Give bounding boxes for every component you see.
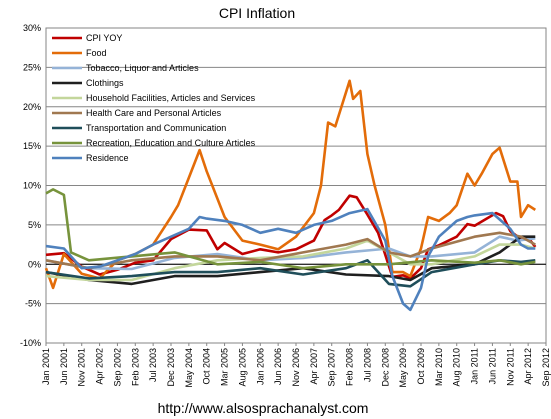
- y-tick-label: 30%: [23, 23, 41, 33]
- x-tick-label: Jan 2006: [255, 348, 265, 385]
- x-tick-label: Nov 2011: [505, 348, 515, 386]
- x-tick-label: Feb 2003: [130, 348, 140, 386]
- x-tick-label: Oct 2004: [202, 348, 212, 385]
- y-tick-label: 25%: [23, 62, 41, 72]
- footer-url[interactable]: http://www.alsosprachanalyst.com: [158, 400, 369, 416]
- y-axis: 30% 25% 20% 15% 10% 5% 0% -5% -10%: [20, 23, 41, 348]
- x-tick-label: May 2009: [398, 348, 408, 388]
- chart-title: CPI Inflation: [219, 5, 295, 21]
- legend-label: Health Care and Personal Articles: [86, 108, 222, 118]
- series-line-recreation-education-and-culture-articles: [45, 188, 536, 270]
- y-tick-label: 10%: [23, 181, 41, 191]
- legend-label: CPI YOY: [86, 33, 122, 43]
- y-tick-label: -10%: [20, 338, 41, 348]
- x-tick-label: Sep 2012: [541, 348, 551, 387]
- x-tick-label: Jul 2008: [362, 348, 372, 382]
- x-tick-label: Dec 2003: [166, 348, 176, 387]
- x-tick-label: Nov 2006: [291, 348, 301, 387]
- series-line-food: [44, 79, 537, 290]
- series-line-health-care-and-personal-articles: [45, 231, 536, 270]
- x-tick-label: Sep 2007: [327, 348, 337, 387]
- x-tick-label: Jun 2006: [273, 348, 283, 385]
- x-tick-label: Mar 2005: [220, 348, 230, 386]
- grid-layer: [45, 27, 547, 344]
- legend-label: Residence: [86, 153, 129, 163]
- y-tick-label: 0%: [28, 259, 41, 269]
- x-axis: Jan 2001 Jun 2001 Nov 2001 Apr 2002 Sep 2002…: [41, 343, 551, 388]
- y-tick-label: 5%: [28, 220, 41, 230]
- series-line-clothings: [45, 235, 536, 286]
- y-tick-label: -5%: [25, 299, 41, 309]
- series-line-tobacco-liquor-and-articles: [45, 235, 536, 271]
- y-tick-label: 15%: [23, 141, 41, 151]
- x-tick-label: Mar 2010: [434, 348, 444, 386]
- x-tick-label: Nov 2001: [77, 348, 87, 387]
- x-tick-label: Apr 2002: [95, 348, 105, 385]
- x-tick-label: Apr 2007: [309, 348, 319, 385]
- x-tick-label: Aug 2010: [452, 348, 462, 387]
- legend-label: Transportation and Communication: [86, 123, 226, 133]
- series-line-cpi-yoy: [45, 194, 537, 280]
- series-layer: [44, 79, 537, 312]
- legend: CPI YOY Food Tobacco, Liquor and Articles C…: [52, 33, 256, 163]
- legend-label: Clothings: [86, 78, 124, 88]
- y-tick-label: 20%: [23, 102, 41, 112]
- legend-label: Recreation, Education and Culture Articl…: [86, 138, 256, 148]
- series-line-residence: [45, 207, 536, 312]
- x-tick-label: Jun 2001: [59, 348, 69, 385]
- x-tick-label: Jun 2011: [487, 348, 497, 384]
- x-tick-label: Apr 2012: [523, 348, 533, 385]
- legend-label: Tobacco, Liquor and Articles: [86, 63, 199, 73]
- legend-label: Household Facilities, Articles and Servi…: [86, 93, 256, 103]
- x-tick-label: Jul 2003: [148, 348, 158, 382]
- x-tick-label: Jan 2011: [470, 348, 480, 384]
- x-tick-label: Feb 2008: [345, 348, 355, 386]
- x-tick-label: Oct 2009: [416, 348, 426, 385]
- legend-label: Food: [86, 48, 107, 58]
- x-tick-label: Jan 2001: [41, 348, 51, 385]
- x-tick-label: Sep 2002: [112, 348, 122, 387]
- x-tick-label: May 2004: [184, 348, 194, 388]
- x-tick-label: Dec 2008: [380, 348, 390, 387]
- x-tick-label: Aug 2005: [237, 348, 247, 387]
